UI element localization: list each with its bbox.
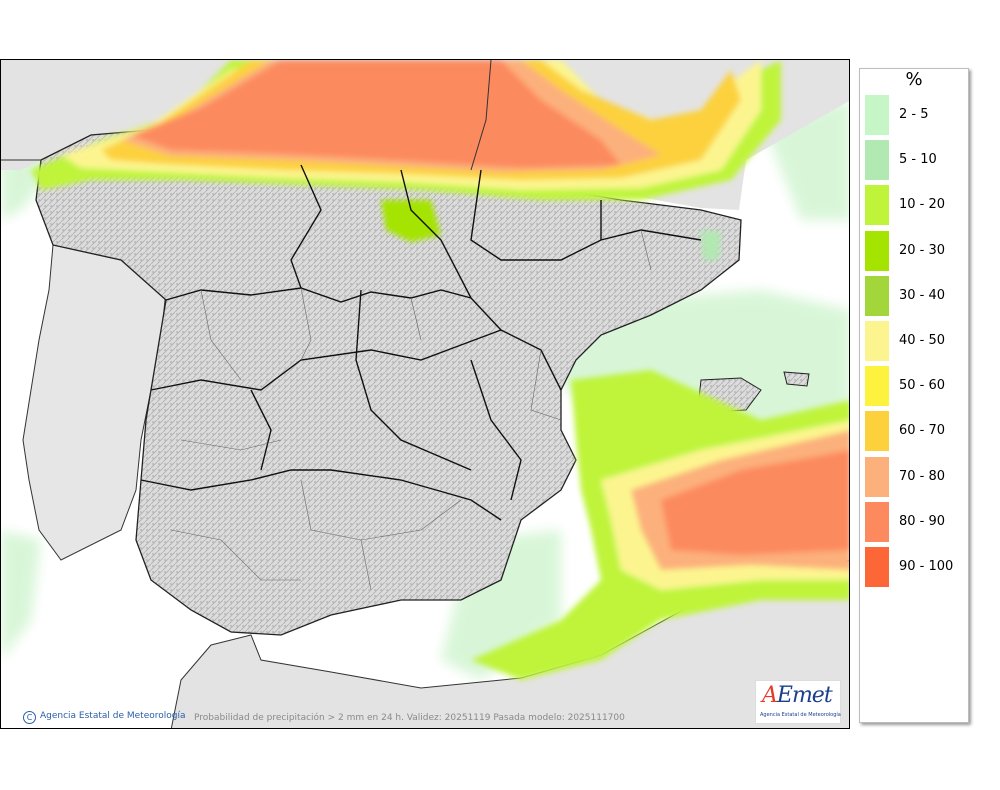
- legend-item: 2 - 5: [863, 95, 967, 137]
- legend-swatch: [865, 140, 889, 181]
- menorca-island: [783, 371, 810, 387]
- legend-label: 70 - 80: [899, 468, 946, 484]
- legend-swatch: [865, 185, 889, 226]
- credit-label: C Agencia Estatal de Meteorología: [23, 711, 186, 724]
- legend-label: 40 - 50: [899, 333, 946, 348]
- credit-text: Agencia Estatal de Meteorología: [40, 711, 186, 721]
- legend-item: 90 - 100: [863, 547, 967, 589]
- legend-swatch: [865, 456, 889, 497]
- region-boundaries: [140, 164, 702, 521]
- province-boundaries: [170, 229, 652, 591]
- legend-label: 5 - 10: [899, 152, 937, 168]
- legend-label: 20 - 30: [899, 242, 946, 258]
- legend-label: 2 - 5: [899, 107, 929, 122]
- legend-item: 60 - 70: [863, 411, 967, 453]
- legend-swatch: [865, 95, 889, 135]
- legend-item: 10 - 20: [863, 185, 967, 227]
- precip-mediterranean: [471, 370, 849, 680]
- probability-legend: % 2 - 5 5 - 10 10 - 20 20 - 30 30 - 40 40 - 5…: [859, 68, 969, 723]
- legend-item: 30 - 40: [863, 275, 967, 318]
- precipitation-probability-map: C Agencia Estatal de Meteorología Probabi…: [0, 59, 850, 729]
- legend-label: 80 - 90: [899, 513, 946, 529]
- legend-label: 10 - 20: [899, 197, 946, 213]
- legend-item: 70 - 80: [863, 456, 967, 499]
- copyright-icon: C: [23, 711, 36, 724]
- legend-swatch: [865, 547, 889, 587]
- legend-label: 30 - 40: [899, 287, 946, 303]
- aemet-logo-subtitle: Agencia Estatal de Meteorología: [760, 712, 841, 718]
- legend-label: 90 - 100: [899, 559, 954, 574]
- legend-label: 50 - 60: [899, 378, 946, 394]
- legend-item: 20 - 30: [863, 230, 967, 273]
- legend-item: 50 - 60: [863, 366, 967, 408]
- aemet-logo: AEmet Agencia Estatal de Meteorología: [755, 680, 841, 724]
- coast-line-france: [470, 60, 492, 171]
- legend-item: 40 - 50: [863, 321, 967, 363]
- legend-swatch: [865, 275, 889, 316]
- legend-swatch: [865, 501, 889, 542]
- legend-swatch: [865, 321, 889, 361]
- legend-label: 60 - 70: [899, 423, 946, 439]
- legend-title: %: [905, 69, 923, 90]
- legend-item: 80 - 90: [863, 501, 967, 544]
- aemet-logo-wordmark: AEmet: [762, 683, 833, 708]
- legend-item: 5 - 10: [863, 140, 967, 182]
- legend-swatch: [865, 366, 889, 407]
- legend-swatch: [865, 230, 889, 271]
- map-caption: Probabilidad de precipitación > 2 mm en …: [194, 713, 625, 723]
- map-canvas: [1, 60, 849, 728]
- legend-swatch: [865, 411, 889, 452]
- precip-north-band: [31, 60, 781, 260]
